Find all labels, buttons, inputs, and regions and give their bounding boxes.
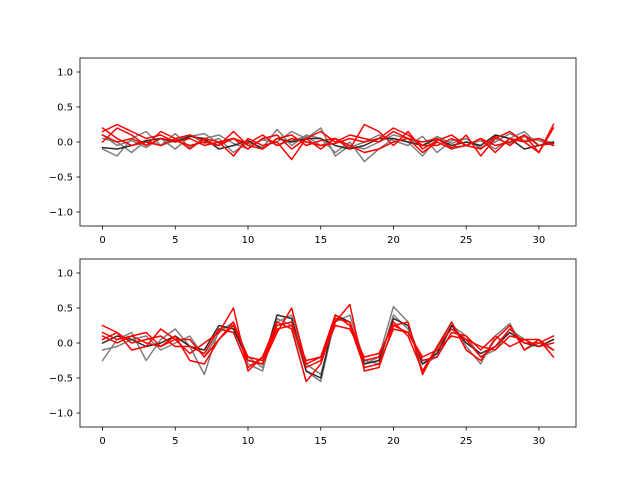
- subplot-1: 0 5 10 15 20 25 30 −1.0 −0.5 0.0 0.5 1.0: [49, 57, 577, 246]
- y-tick-label-2-3: 0.0: [57, 339, 73, 350]
- x-tick-label-1-6: 25: [460, 235, 473, 246]
- x-tick-label-2-1: 0: [99, 436, 105, 447]
- series-line-1-7: [101, 126, 555, 161]
- x-tick-label-1-7: 30: [533, 235, 546, 246]
- y-tick-label-1-1: −1.0: [49, 208, 73, 219]
- x-tick-label-2-6: 25: [460, 436, 473, 447]
- x-tick-label-2-3: 10: [242, 436, 255, 447]
- series-line-2-7: [101, 324, 555, 362]
- x-tick-label-2-7: 30: [533, 436, 546, 447]
- y-tick-label-2-5: 1.0: [57, 269, 73, 280]
- y-tick-label-2-2: −0.5: [49, 374, 73, 385]
- subplots: 0 5 10 15 20 25 30 −1.0 −0.5 0.0 0.5 1.0 0 5 10 15 20 25 3…: [49, 57, 577, 447]
- x-tick-label-1-3: 10: [242, 235, 255, 246]
- x-tick-label-1-2: 5: [172, 235, 178, 246]
- subplot-2: 0 5 10 15 20 25 30 −1.0 −0.5 0.0 0.5 1.0: [49, 258, 577, 447]
- y-tick-label-1-2: −0.5: [49, 173, 73, 184]
- y-tick-label-1-3: 0.0: [57, 138, 73, 149]
- x-tick-label-2-4: 15: [314, 436, 327, 447]
- y-tick-label-1-4: 0.5: [57, 103, 73, 114]
- x-tick-label-2-2: 5: [172, 436, 178, 447]
- x-tick-label-2-5: 20: [387, 436, 400, 447]
- x-tick-label-1-4: 15: [314, 235, 327, 246]
- x-tick-label-1-5: 20: [387, 235, 400, 246]
- y-tick-label-2-4: 0.5: [57, 304, 73, 315]
- series-line-1-8: [101, 123, 555, 154]
- y-tick-label-2-1: −1.0: [49, 409, 73, 420]
- x-tick-label-1-1: 0: [99, 235, 105, 246]
- series-line-2-3: [101, 314, 555, 379]
- y-tick-label-1-5: 1.0: [57, 68, 73, 79]
